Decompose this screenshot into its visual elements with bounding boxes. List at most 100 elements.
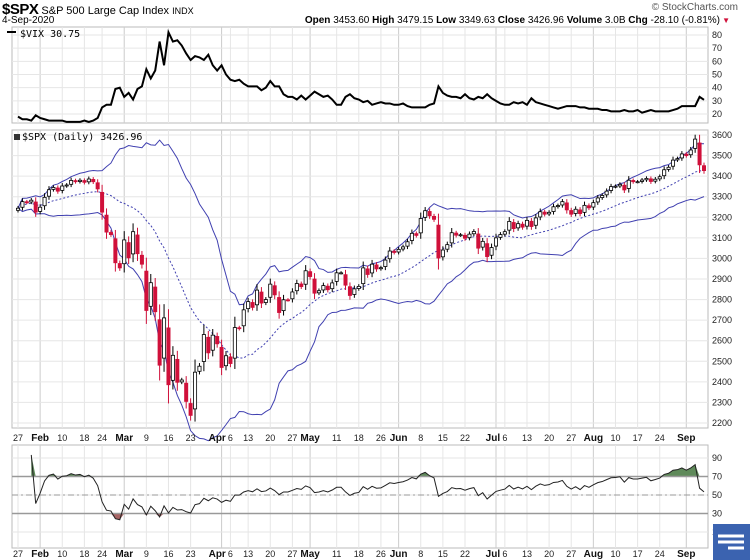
candle-body bbox=[33, 201, 38, 213]
candle-155 bbox=[702, 162, 707, 174]
candle-body bbox=[290, 291, 295, 300]
candle-89 bbox=[409, 229, 414, 245]
candle-120 bbox=[547, 210, 552, 217]
candle-132 bbox=[600, 193, 605, 200]
candle-body bbox=[263, 299, 268, 303]
volume-label: Volume bbox=[566, 15, 603, 26]
candle-58 bbox=[272, 281, 277, 300]
candle-body bbox=[387, 250, 392, 260]
vix-tick-label: 80 bbox=[712, 30, 722, 40]
candle-body bbox=[378, 267, 383, 270]
candle-42 bbox=[201, 324, 206, 372]
spx-tick-label: 2600 bbox=[712, 336, 732, 346]
candle-body bbox=[432, 215, 437, 220]
candle-127 bbox=[578, 207, 583, 217]
candle-134 bbox=[609, 183, 614, 194]
date-tick-label: Jul bbox=[486, 433, 501, 444]
candle-body bbox=[635, 181, 640, 184]
change-label: Chg bbox=[628, 15, 648, 26]
candle-18 bbox=[95, 179, 100, 193]
candle-9 bbox=[55, 185, 60, 194]
candle-body bbox=[104, 214, 109, 233]
symbol: $SPX bbox=[2, 1, 39, 18]
candle-body bbox=[471, 231, 476, 235]
candle-112 bbox=[511, 218, 516, 233]
date-tick-label: 15 bbox=[438, 549, 448, 559]
candle-48 bbox=[228, 353, 233, 368]
candle-82 bbox=[378, 265, 383, 271]
vix-tick-label: 30 bbox=[712, 96, 722, 106]
date-tick-label: 11 bbox=[332, 433, 341, 443]
index-name: S&P 500 Large Cap Index bbox=[41, 5, 170, 17]
candle-body bbox=[688, 149, 693, 156]
candle-body bbox=[697, 142, 702, 166]
candle-17 bbox=[91, 177, 96, 185]
vix-tick-label: 40 bbox=[712, 83, 722, 93]
candle-147 bbox=[666, 165, 671, 172]
candle-body bbox=[374, 264, 379, 270]
candle-54 bbox=[254, 284, 259, 311]
spx-tick-label: 3300 bbox=[712, 192, 732, 202]
candle-body bbox=[215, 336, 220, 345]
candle-53 bbox=[250, 299, 255, 311]
candle-85 bbox=[392, 249, 397, 255]
date-tick-label: 22 bbox=[460, 549, 470, 559]
candle-body bbox=[268, 283, 273, 298]
spx-tick-label: 2500 bbox=[712, 356, 732, 366]
candle-body bbox=[498, 234, 503, 238]
candle-body bbox=[427, 211, 432, 217]
candle-14 bbox=[77, 178, 82, 184]
candle-body bbox=[657, 176, 662, 180]
candle-body bbox=[662, 169, 667, 177]
stockcharts-logo[interactable]: © StockCharts.com bbox=[651, 2, 738, 13]
stockcharts-badge-icon[interactable] bbox=[713, 524, 750, 560]
candle-27 bbox=[135, 227, 140, 261]
rsi-tick-label: 30 bbox=[712, 509, 722, 519]
candle-body bbox=[640, 179, 645, 182]
date-tick-label: 17 bbox=[633, 433, 643, 443]
candle-92 bbox=[423, 207, 428, 221]
candle-body bbox=[617, 183, 622, 187]
candle-body bbox=[648, 178, 653, 182]
candle-body bbox=[414, 233, 419, 236]
candle-8 bbox=[51, 185, 56, 192]
candle-148 bbox=[671, 156, 676, 170]
bollinger-lower-band bbox=[17, 196, 705, 442]
candle-body bbox=[631, 180, 636, 183]
candle-90 bbox=[414, 231, 419, 238]
candle-45 bbox=[215, 332, 220, 348]
candle-body bbox=[511, 222, 516, 229]
date-tick-label: 20 bbox=[544, 549, 554, 559]
close-label: Close bbox=[497, 15, 526, 26]
date-tick-label: 27 bbox=[566, 433, 576, 443]
date-tick-label: 18 bbox=[354, 433, 364, 443]
candle-body bbox=[516, 223, 521, 229]
sma-20-line bbox=[17, 169, 705, 359]
candle-84 bbox=[387, 247, 392, 263]
candle-144 bbox=[653, 177, 658, 184]
candle-104 bbox=[476, 228, 481, 255]
candle-39 bbox=[188, 398, 193, 421]
candle-3 bbox=[29, 198, 34, 205]
candle-125 bbox=[569, 207, 574, 217]
candle-body bbox=[347, 286, 352, 296]
title: $SPX S&P 500 Large Cap Index INDX bbox=[2, 1, 194, 18]
candle-body bbox=[538, 211, 543, 218]
candle-30 bbox=[148, 273, 153, 316]
rsi-tick-label: 90 bbox=[712, 453, 722, 463]
candle-73 bbox=[339, 271, 344, 275]
candle-body bbox=[502, 231, 507, 235]
candle-29 bbox=[144, 257, 149, 324]
candle-55 bbox=[259, 287, 264, 309]
candle-body bbox=[445, 244, 450, 250]
candle-2 bbox=[24, 199, 29, 205]
candle-body bbox=[299, 283, 304, 288]
date-tick-label: 13 bbox=[243, 549, 253, 559]
candle-body bbox=[551, 206, 556, 212]
candle-body bbox=[188, 403, 193, 416]
candle-body bbox=[277, 297, 282, 313]
candle-149 bbox=[675, 156, 680, 162]
candle-body bbox=[69, 180, 74, 185]
candle-body bbox=[246, 301, 251, 310]
